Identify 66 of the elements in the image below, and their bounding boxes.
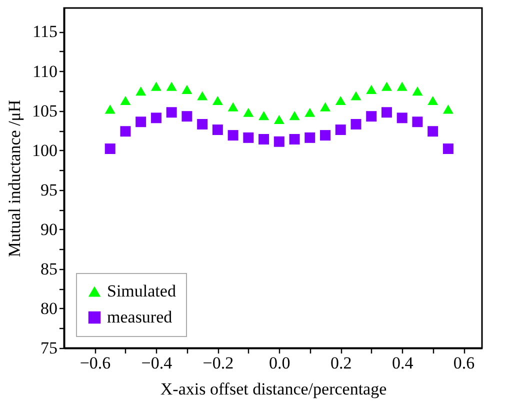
point xyxy=(197,91,208,100)
x-tick-label: 0.4 xyxy=(392,354,414,372)
x-tick-label: 0.2 xyxy=(330,354,352,372)
x-tick-label: −0.6 xyxy=(80,354,111,372)
point xyxy=(166,107,177,118)
legend-label: measured xyxy=(107,308,173,326)
point xyxy=(442,144,454,154)
point xyxy=(428,126,438,137)
point xyxy=(335,124,346,136)
point xyxy=(258,110,270,120)
point xyxy=(366,84,377,94)
point xyxy=(197,118,208,130)
point xyxy=(320,102,330,112)
point xyxy=(104,144,116,154)
y-tick-label: 80 xyxy=(40,298,58,318)
y-tick-label: 85 xyxy=(40,259,58,278)
point xyxy=(412,86,423,96)
point xyxy=(104,104,116,114)
point xyxy=(274,114,284,124)
point xyxy=(243,132,254,143)
point xyxy=(212,124,223,136)
point xyxy=(136,116,146,128)
y-tick-label: 100 xyxy=(32,140,58,160)
point xyxy=(381,82,392,91)
point xyxy=(350,118,362,130)
y-tick-label: 105 xyxy=(32,101,58,120)
point xyxy=(442,104,454,114)
x-tick-label: −0.4 xyxy=(141,354,173,372)
x-tick-label: −0.2 xyxy=(202,354,234,372)
point xyxy=(412,116,423,128)
point xyxy=(335,96,346,106)
legend-label: Simulated xyxy=(107,282,176,300)
point xyxy=(243,108,254,117)
point xyxy=(182,111,192,122)
point xyxy=(274,136,284,147)
y-tick-label: 95 xyxy=(40,180,58,200)
point xyxy=(304,108,316,117)
point xyxy=(396,82,408,91)
y-axis-title: Mutual inductance /μH xyxy=(5,100,24,258)
point xyxy=(428,96,438,106)
point xyxy=(258,134,270,144)
point xyxy=(350,91,362,100)
y-tick-label: 75 xyxy=(40,338,58,358)
point xyxy=(304,132,316,143)
point xyxy=(182,84,192,94)
point xyxy=(289,110,300,120)
point xyxy=(228,102,238,112)
point xyxy=(150,112,162,124)
point xyxy=(136,86,146,96)
x-tick-label: 0.0 xyxy=(269,354,290,372)
point xyxy=(396,112,408,124)
x-axis-title: X-axis offset distance/percentage xyxy=(160,380,387,398)
x-tick-label: 0.6 xyxy=(453,354,475,372)
point xyxy=(381,107,392,118)
point xyxy=(150,82,162,91)
point xyxy=(228,130,238,141)
point xyxy=(120,126,131,137)
y-tick-label: 90 xyxy=(40,220,58,239)
y-tick-label: 115 xyxy=(32,22,58,42)
y-tick-label: 110 xyxy=(32,62,58,81)
point xyxy=(166,82,177,91)
point xyxy=(366,111,377,122)
point xyxy=(320,130,330,141)
point xyxy=(212,96,223,106)
point xyxy=(120,96,131,106)
point xyxy=(289,134,300,144)
